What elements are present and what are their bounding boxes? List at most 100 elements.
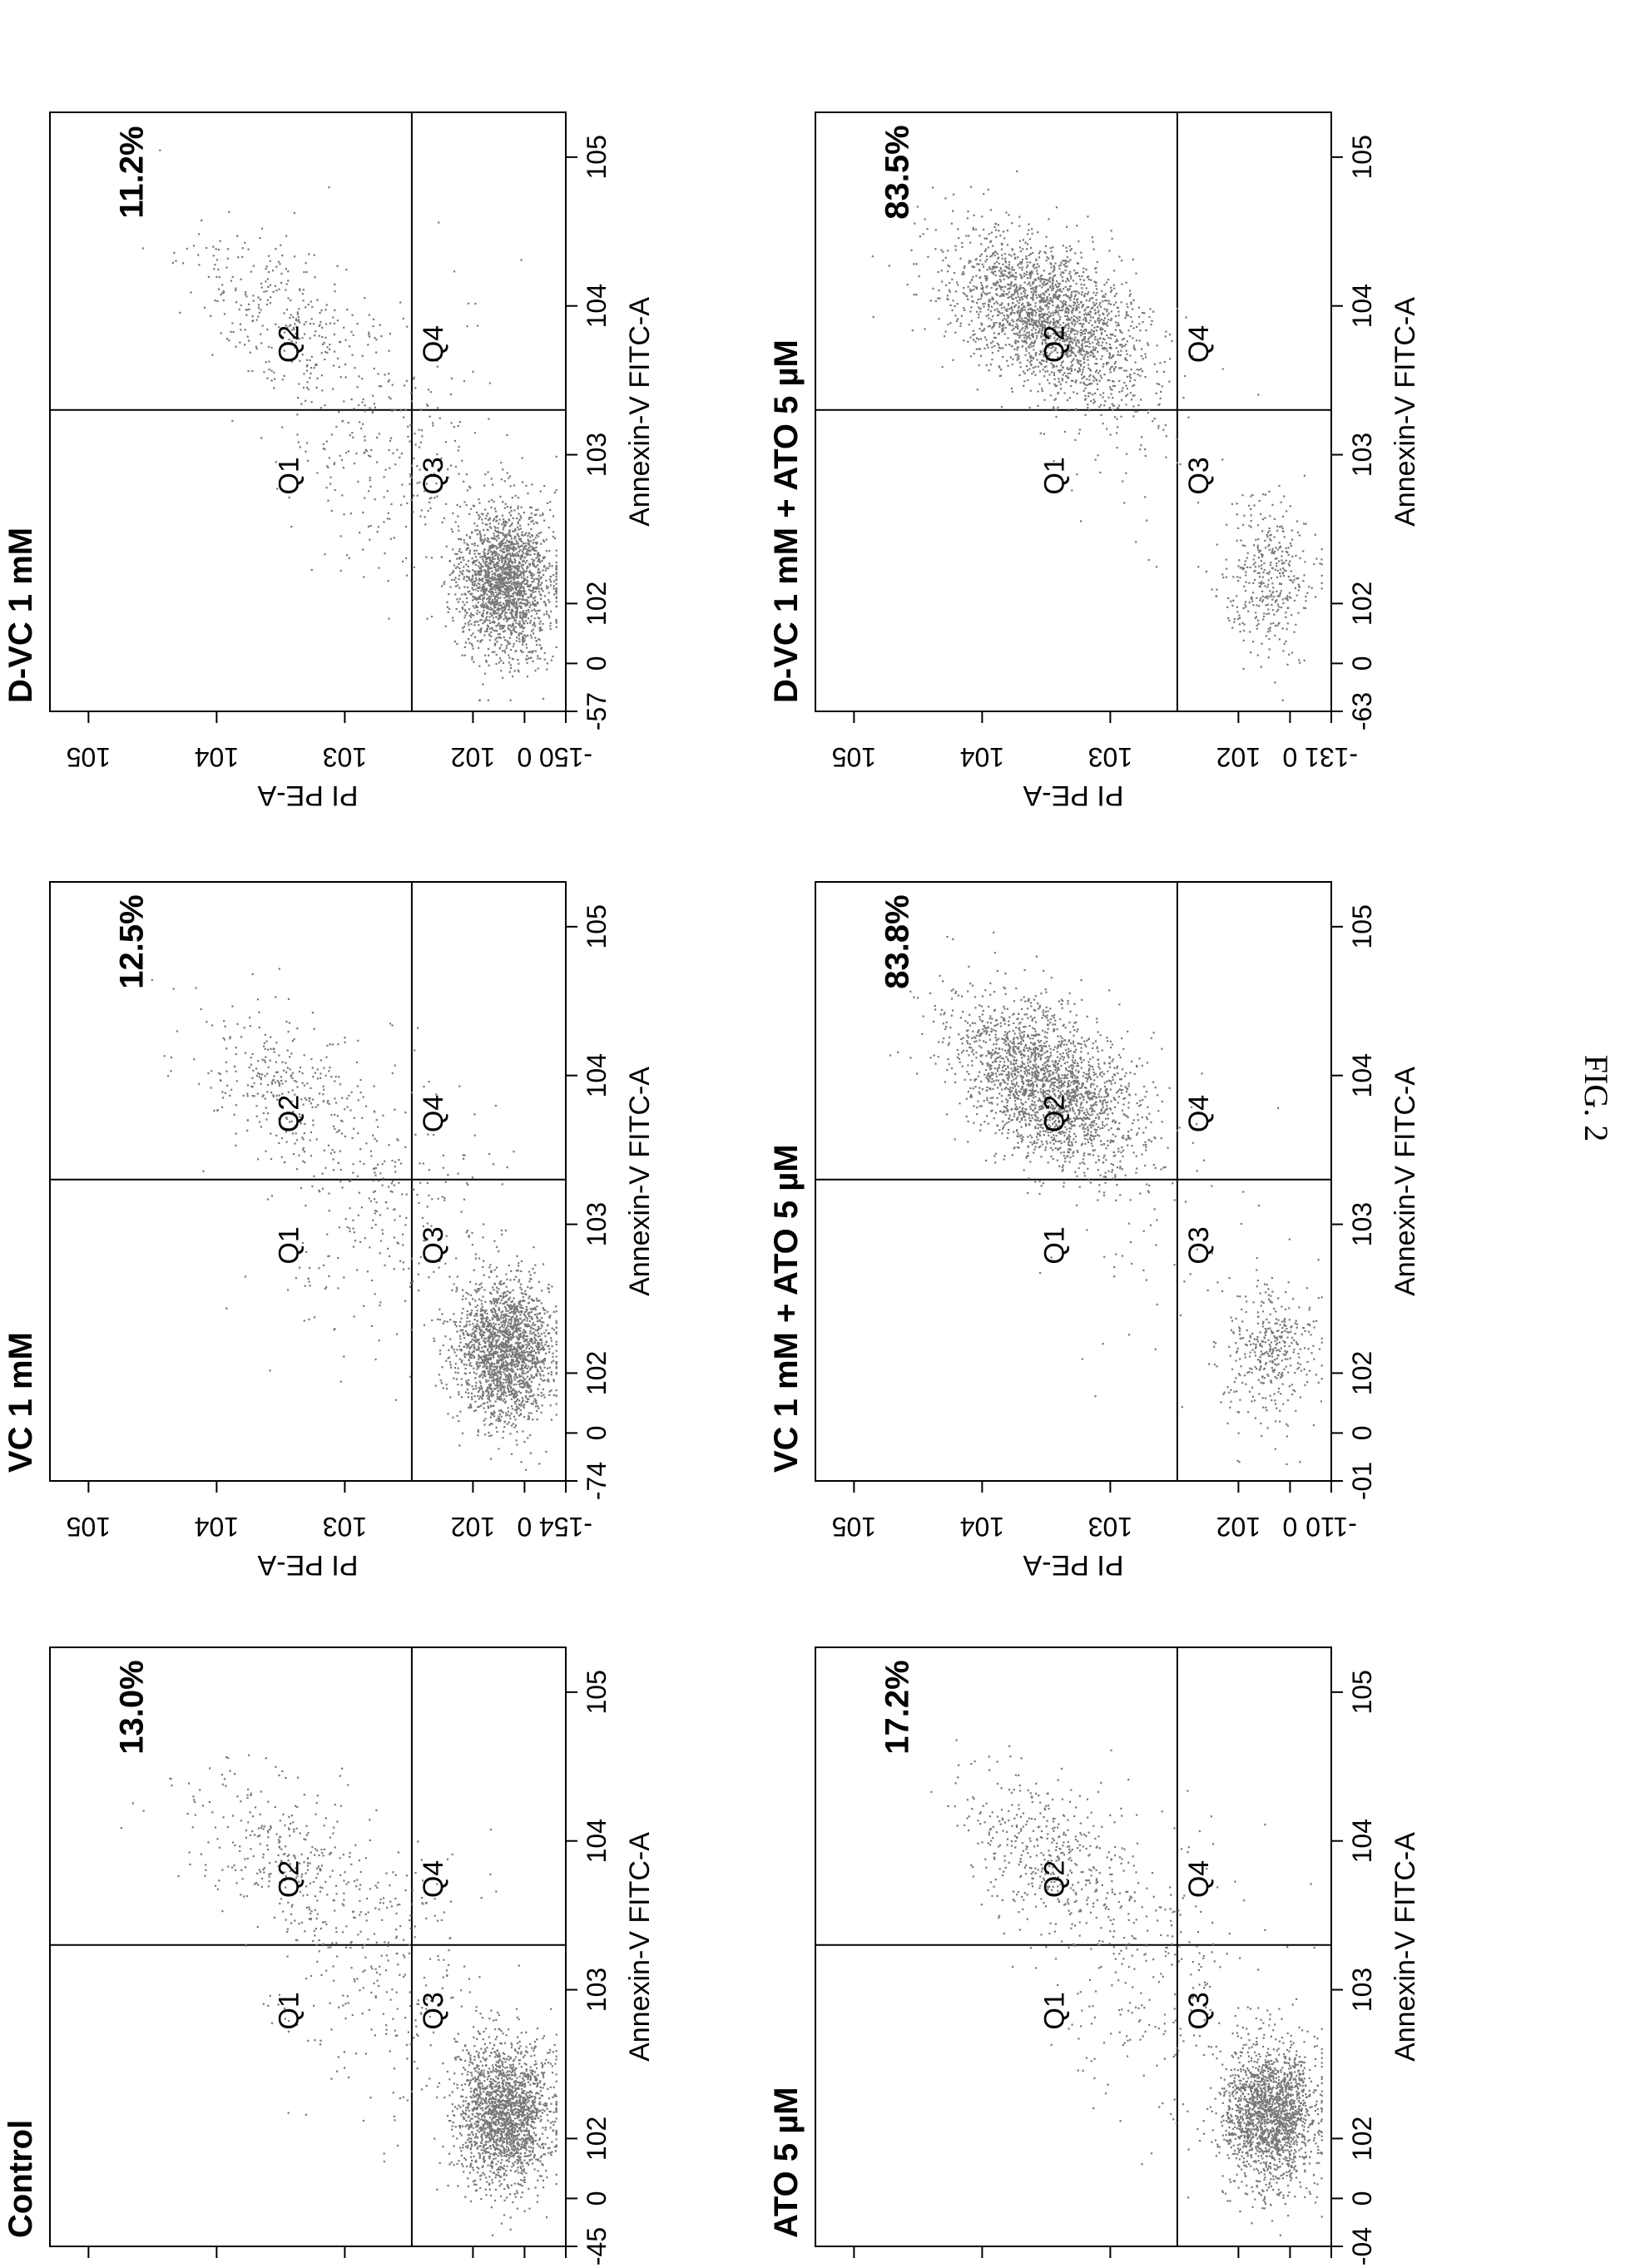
event-dot xyxy=(498,2166,501,2168)
event-dot xyxy=(518,2075,521,2077)
event-dot xyxy=(387,1944,389,1948)
event-dot xyxy=(499,2176,502,2178)
event-dot xyxy=(543,1357,547,1360)
event-dot xyxy=(307,2039,310,2042)
event-dot xyxy=(508,2186,510,2189)
event-dot xyxy=(442,1322,444,1325)
event-dot xyxy=(549,2110,552,2113)
event-dot xyxy=(513,2058,516,2061)
event-dot xyxy=(455,1354,458,1357)
event-dot xyxy=(485,1363,488,1365)
event-dot xyxy=(517,2152,519,2154)
event-dot xyxy=(318,1950,320,1953)
event-dot xyxy=(539,1327,542,1330)
event-dot xyxy=(536,2142,538,2145)
event-dot xyxy=(493,2102,497,2104)
event-dot xyxy=(396,2034,399,2037)
event-dot xyxy=(357,1099,359,1102)
event-dot xyxy=(483,2144,485,2147)
event-dot xyxy=(460,1378,463,1380)
event-dot xyxy=(485,1367,488,1369)
event-dot xyxy=(530,1380,533,1383)
event-dot xyxy=(278,1082,280,1085)
event-dot xyxy=(367,1911,369,1914)
event-dot xyxy=(488,2124,491,2127)
event-dot xyxy=(458,1391,460,1394)
event-dot xyxy=(474,1384,477,1387)
event-dot xyxy=(397,1242,399,1245)
event-dot xyxy=(524,1365,528,1368)
event-dot xyxy=(327,1144,330,1146)
event-dot xyxy=(496,1302,498,1305)
event-dot xyxy=(534,1352,538,1354)
event-dot xyxy=(549,1404,552,1407)
event-dot xyxy=(473,2090,475,2092)
event-dot xyxy=(547,1379,550,1381)
event-dot xyxy=(494,2124,498,2127)
event-dot xyxy=(341,1767,344,1770)
event-dot xyxy=(539,2103,542,2106)
event-dot xyxy=(521,2108,523,2111)
event-dot xyxy=(513,2156,515,2158)
event-dot xyxy=(504,1367,507,1369)
event-dot xyxy=(491,2165,493,2168)
event-dot xyxy=(517,1310,519,1313)
event-dot xyxy=(295,1877,298,1879)
event-dot xyxy=(530,1338,533,1340)
event-dot xyxy=(546,1379,549,1382)
event-dot xyxy=(460,1989,463,1992)
event-dot xyxy=(382,2013,384,2015)
event-dot xyxy=(554,2121,557,2123)
event-dot xyxy=(538,1384,541,1386)
event-dot xyxy=(511,1405,513,1408)
event-dot xyxy=(503,1389,505,1391)
event-dot xyxy=(555,2183,557,2186)
event-dot xyxy=(521,1366,523,1369)
event-dot xyxy=(416,2003,419,2005)
event-dot xyxy=(285,1062,287,1064)
event-dot xyxy=(442,1344,444,1347)
event-dot xyxy=(510,2126,513,2128)
event-dot xyxy=(515,2152,518,2154)
event-dot xyxy=(511,2124,513,2127)
event-dot xyxy=(399,1215,401,1217)
event-dot xyxy=(513,1395,515,1398)
event-dot xyxy=(513,1326,515,1330)
event-dot xyxy=(472,2113,474,2116)
event-dot xyxy=(473,1356,476,1359)
event-dot xyxy=(529,1369,532,1371)
event-dot xyxy=(510,1355,513,1358)
x-tick-label: -45 xyxy=(582,2227,612,2266)
event-dot xyxy=(379,1965,381,1968)
event-dot xyxy=(423,1086,425,1088)
event-dot xyxy=(505,1273,508,1275)
event-dot xyxy=(487,1407,490,1409)
event-dot xyxy=(398,1181,400,1184)
event-dot xyxy=(542,1388,544,1390)
event-dot xyxy=(518,2105,520,2107)
event-dot xyxy=(350,1967,353,1969)
event-dot xyxy=(488,2098,491,2101)
event-dot xyxy=(478,2094,481,2097)
event-dot xyxy=(309,1285,311,1287)
event-dot xyxy=(464,1297,468,1300)
event-dot xyxy=(345,1925,348,1928)
event-dot xyxy=(525,2067,528,2071)
event-dot xyxy=(523,1352,526,1354)
event-dot xyxy=(508,1296,511,1299)
event-dot xyxy=(540,1302,543,1305)
event-dot xyxy=(290,1815,293,1817)
event-dot xyxy=(528,1320,531,1323)
event-dot xyxy=(523,1404,526,1406)
event-dot xyxy=(505,2154,508,2157)
event-dot xyxy=(492,2048,494,2050)
event-dot xyxy=(316,1899,319,1902)
event-dot xyxy=(518,2105,521,2107)
event-dot xyxy=(493,1331,496,1334)
event-dot xyxy=(359,1870,362,1874)
event-dot xyxy=(518,1404,520,1406)
event-dot xyxy=(538,2137,541,2140)
event-dot xyxy=(523,2075,525,2077)
event-dot xyxy=(240,1820,242,1822)
event-dot xyxy=(495,2075,498,2078)
